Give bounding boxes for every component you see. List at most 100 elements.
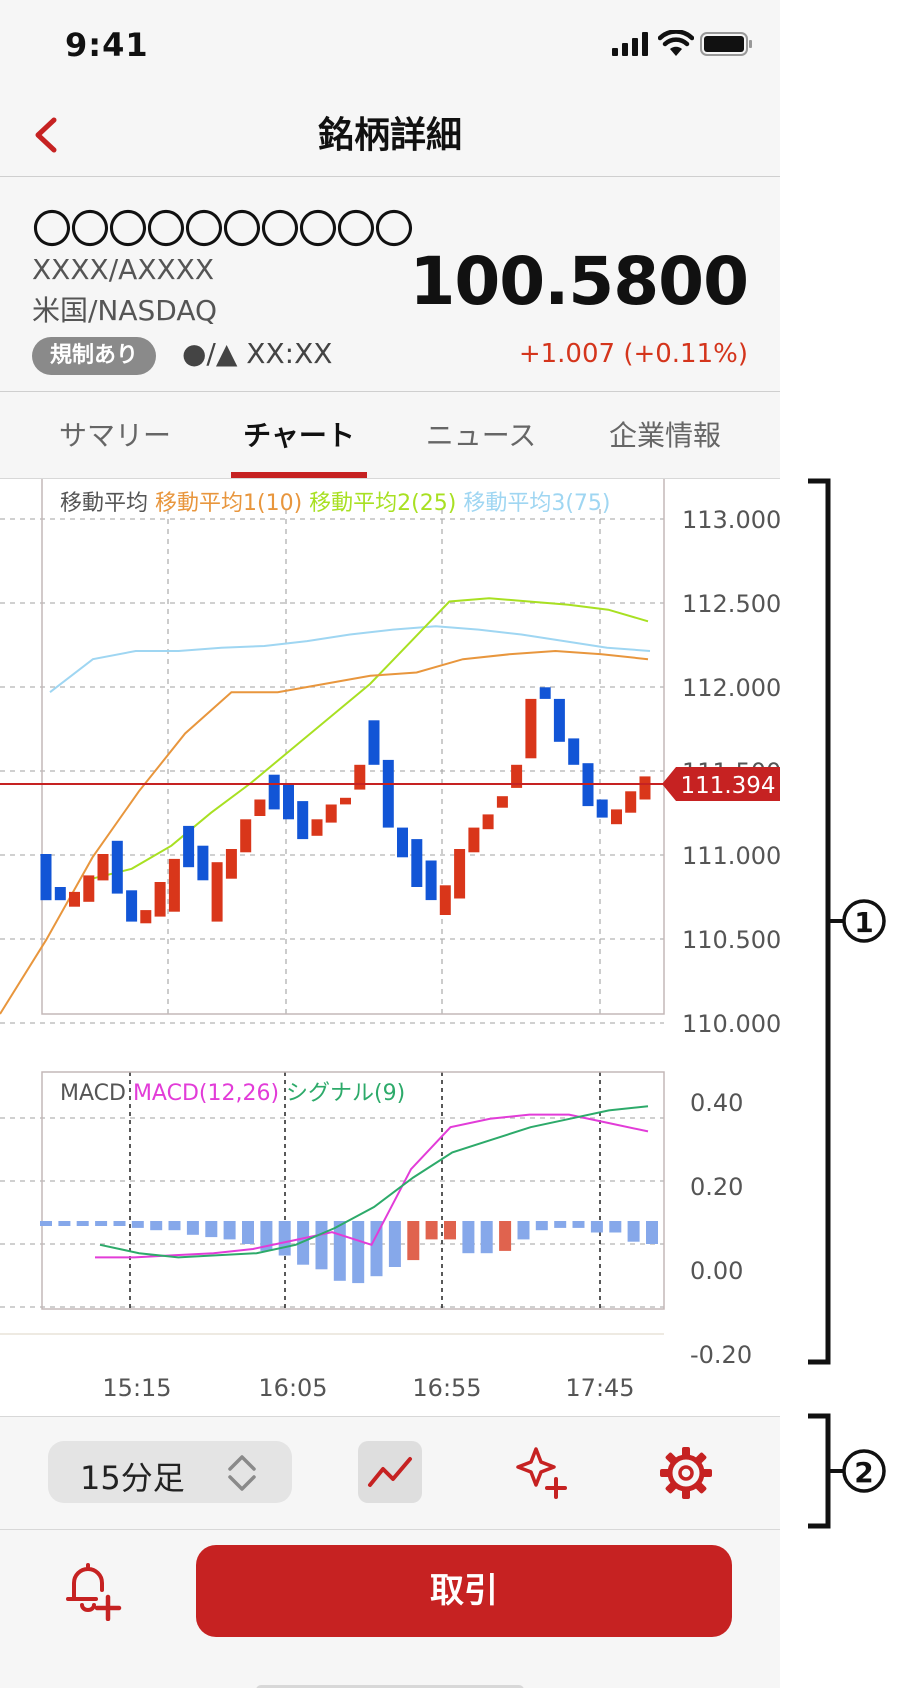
macd-histogram-bar bbox=[40, 1221, 52, 1226]
bottom-bar: 取引 bbox=[0, 1529, 780, 1688]
candle bbox=[439, 885, 451, 915]
signal-line bbox=[99, 1105, 649, 1259]
macd-histogram-bar bbox=[535, 1221, 548, 1231]
price-tick-label: 112.000 bbox=[682, 674, 780, 702]
ma1-line bbox=[0, 649, 649, 1015]
candle bbox=[140, 910, 152, 924]
price-tick-label: 112.500 bbox=[682, 590, 780, 618]
line-chart-toggle[interactable] bbox=[358, 1441, 422, 1503]
macd-histogram-bar bbox=[517, 1221, 530, 1240]
candle bbox=[211, 862, 223, 922]
ma3-line bbox=[49, 625, 651, 693]
callout-1-circle bbox=[842, 899, 886, 943]
period-selector[interactable]: 15分足 bbox=[48, 1441, 292, 1503]
page-title: 銘柄詳細 bbox=[317, 115, 462, 156]
active-tab-indicator bbox=[231, 472, 367, 478]
chart-toolbar: 15分足 bbox=[0, 1416, 780, 1530]
candle bbox=[111, 840, 123, 894]
gear-icon[interactable] bbox=[658, 1445, 714, 1501]
ma-legend: 移動平均 移動平均1(10) 移動平均2(25) 移動平均3(75) bbox=[60, 491, 610, 516]
candle bbox=[54, 887, 66, 901]
candle bbox=[525, 698, 537, 759]
tab-company-info[interactable]: 企業情報 bbox=[608, 419, 721, 452]
candle bbox=[368, 720, 380, 765]
trade-button[interactable]: 取引 bbox=[196, 1545, 732, 1637]
phone-screen: 9:41 銘柄詳細 〇〇〇〇〇〇〇〇〇〇 XXXX/AXXXX 米国/NASDA… bbox=[0, 0, 780, 1688]
candle bbox=[425, 860, 437, 901]
candle bbox=[482, 814, 494, 830]
callout-annotations: 1 2 bbox=[808, 478, 886, 1529]
macd-histogram-bar bbox=[352, 1221, 365, 1284]
macd-histogram-bar bbox=[480, 1221, 493, 1254]
macd-histogram-bar bbox=[315, 1221, 328, 1270]
callout-1-label: 1 bbox=[854, 906, 873, 939]
line-chart-icon bbox=[368, 1457, 412, 1487]
candle bbox=[382, 759, 394, 828]
chart-area[interactable]: 113.000112.500112.000111.500111.000110.5… bbox=[0, 458, 780, 1416]
cellular-signal-icon bbox=[612, 32, 648, 56]
navigation-bar: 銘柄詳細 bbox=[0, 92, 780, 177]
candle bbox=[254, 799, 266, 816]
price-chart[interactable]: 113.000112.500112.000111.500111.000110.5… bbox=[0, 458, 780, 1416]
macd-histogram-bar bbox=[370, 1221, 383, 1277]
macd-histogram-bar bbox=[131, 1221, 144, 1228]
stock-header: 〇〇〇〇〇〇〇〇〇〇 XXXX/AXXXX 米国/NASDAQ 規制あり ●/▲… bbox=[0, 177, 780, 392]
candle bbox=[411, 839, 423, 887]
back-arrow-icon[interactable] bbox=[22, 110, 72, 160]
status-bar: 9:41 bbox=[0, 0, 780, 92]
candle bbox=[154, 882, 166, 917]
candle bbox=[639, 776, 651, 800]
macd-histogram-bar bbox=[186, 1221, 199, 1235]
candle bbox=[354, 764, 366, 790]
bracket-2 bbox=[808, 1413, 831, 1529]
tab-news[interactable]: ニュース bbox=[425, 419, 537, 452]
candle bbox=[40, 854, 52, 901]
candle bbox=[69, 891, 80, 907]
candle bbox=[511, 764, 523, 788]
candle bbox=[126, 890, 138, 922]
candle bbox=[625, 791, 637, 813]
candle bbox=[183, 825, 195, 868]
macd-histogram-bar bbox=[462, 1221, 475, 1254]
macd-histogram-bar bbox=[499, 1221, 512, 1251]
macd-panel-border bbox=[41, 1071, 665, 1310]
regulation-badge: 規制あり bbox=[32, 337, 157, 375]
macd-histogram-bar bbox=[444, 1221, 456, 1240]
macd-histogram-bar bbox=[76, 1221, 89, 1226]
tab-summary[interactable]: サマリー bbox=[58, 419, 171, 452]
stock-price: 100.5800 bbox=[409, 243, 749, 320]
candle bbox=[268, 774, 280, 810]
macd-histogram-bar bbox=[260, 1221, 273, 1251]
macd-histogram-bar bbox=[333, 1221, 346, 1281]
current-price-tag bbox=[662, 766, 780, 801]
stock-update-time: ●/▲ XX:XX bbox=[182, 337, 333, 370]
candle bbox=[283, 783, 294, 820]
macd-histogram-bar bbox=[168, 1221, 181, 1231]
tab-bar: サマリー チャート ニュース 企業情報 bbox=[0, 392, 780, 479]
macd-histogram-bar bbox=[223, 1221, 236, 1240]
candle bbox=[97, 854, 109, 881]
macd-histogram-bar bbox=[113, 1221, 126, 1226]
price-tick-label: 110.000 bbox=[682, 1010, 780, 1038]
candle bbox=[297, 801, 309, 840]
macd-histogram-bar bbox=[572, 1221, 585, 1228]
macd-tick-label: 0.40 bbox=[690, 1089, 743, 1117]
candle bbox=[454, 849, 466, 899]
tab-chart[interactable]: チャート bbox=[243, 419, 355, 452]
candle bbox=[611, 809, 622, 825]
candle bbox=[553, 698, 565, 742]
price-tick-label: 113.000 bbox=[682, 506, 780, 534]
macd-histogram-bar bbox=[407, 1221, 420, 1261]
add-indicator-sparkle-icon[interactable] bbox=[514, 1445, 570, 1501]
bracket-1 bbox=[808, 478, 831, 1365]
callout-2-label: 2 bbox=[854, 1456, 873, 1489]
add-alert-bell-icon[interactable] bbox=[62, 1559, 126, 1621]
period-label: 15分足 bbox=[80, 1459, 185, 1497]
current-price-label: 111.394 bbox=[680, 773, 775, 799]
macd-histogram-bar bbox=[95, 1221, 108, 1226]
macd-histogram-bar bbox=[425, 1221, 438, 1240]
wifi-icon bbox=[658, 30, 694, 56]
candle bbox=[496, 796, 508, 808]
candle bbox=[568, 738, 580, 765]
price-tick-label: 110.500 bbox=[682, 926, 780, 954]
